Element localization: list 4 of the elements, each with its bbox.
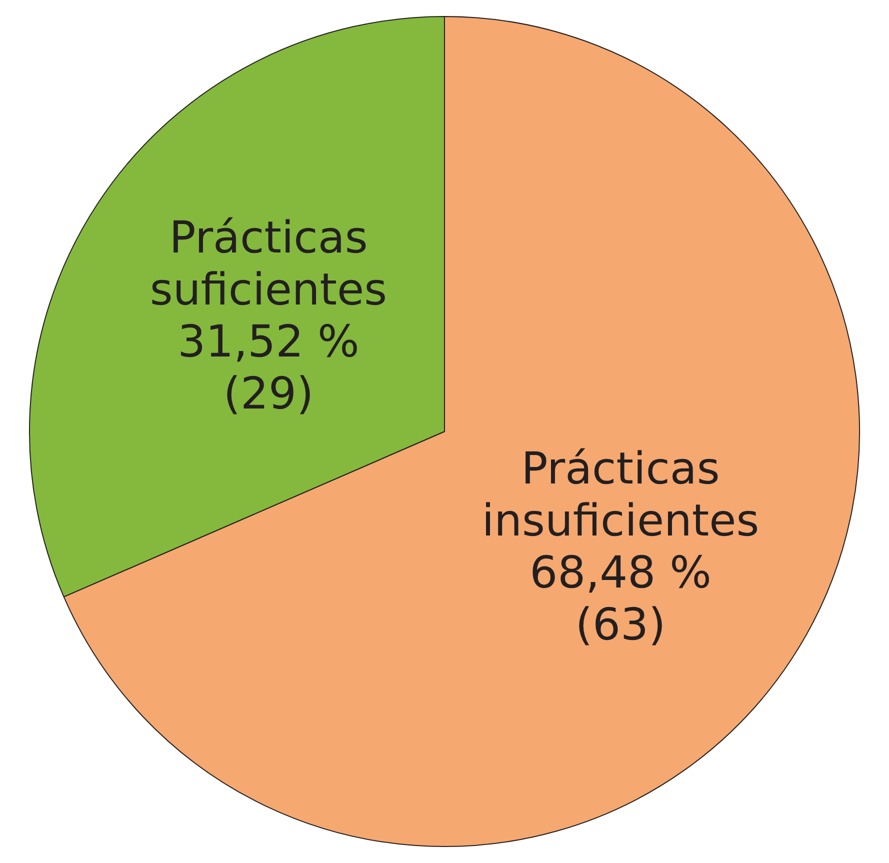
slice-label: Prácticas insuficientes <box>482 443 760 546</box>
data-label: 31,52 % (29) <box>178 316 360 420</box>
slice-label: Prácticas suficientes <box>150 212 388 316</box>
data-label: 68,48 % (63) <box>530 547 712 650</box>
